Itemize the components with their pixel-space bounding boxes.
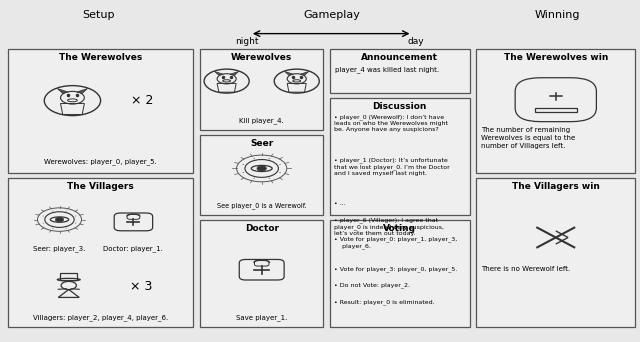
Circle shape [269, 178, 270, 179]
Text: Doctor: player_1.: Doctor: player_1. [104, 245, 163, 252]
Polygon shape [214, 71, 223, 75]
Text: The Villagers: The Villagers [67, 182, 134, 191]
Text: Kill player_4.: Kill player_4. [239, 117, 284, 124]
Bar [476, 178, 636, 327]
Text: Save player_1.: Save player_1. [236, 314, 287, 321]
Bar [8, 49, 193, 173]
Text: The Werewolves win: The Werewolves win [504, 53, 608, 62]
Text: • Do not Vote: player_2.: • Do not Vote: player_2. [334, 282, 410, 288]
Text: Announcement: Announcement [361, 53, 438, 62]
Bar [476, 49, 636, 173]
Text: × 2: × 2 [131, 94, 154, 107]
Text: The number of remaining
Werewolves is equal to the
number of Villagers left.: The number of remaining Werewolves is eq… [481, 127, 575, 149]
Text: See player_0 is a Werewolf.: See player_0 is a Werewolf. [217, 202, 307, 209]
Text: Discussion: Discussion [372, 102, 427, 111]
Text: Winning: Winning [534, 10, 580, 20]
Text: The Villagers win: The Villagers win [512, 182, 600, 191]
Polygon shape [285, 71, 293, 75]
Circle shape [243, 172, 244, 173]
Circle shape [279, 164, 281, 165]
Polygon shape [77, 89, 88, 93]
Circle shape [269, 158, 270, 159]
Text: Voting: Voting [383, 224, 416, 233]
Text: • player_1 (Doctor): It’s unfortunate
that we lost player_0. I’m the Doctor
and : • player_1 (Doctor): It’s unfortunate th… [334, 158, 450, 176]
Text: Villagers: player_2, player_4, player_6.: Villagers: player_2, player_4, player_6. [33, 314, 168, 321]
Text: day: day [407, 37, 424, 46]
Bar [330, 220, 470, 327]
Text: There is no Werewolf left.: There is no Werewolf left. [481, 266, 570, 272]
Text: Werewolves: player_0, player_5.: Werewolves: player_0, player_5. [44, 158, 157, 165]
Text: • Vote for player_0: player_1, player_3,
    player_6.: • Vote for player_0: player_1, player_3,… [334, 236, 457, 249]
Text: The Werewolves: The Werewolves [58, 53, 142, 62]
Text: Werewolves: Werewolves [231, 53, 292, 62]
Polygon shape [230, 71, 239, 75]
Bar [200, 220, 323, 327]
Circle shape [243, 164, 244, 165]
Circle shape [253, 178, 255, 179]
Bar [330, 98, 470, 215]
Circle shape [56, 218, 63, 222]
Bar [534, 108, 577, 112]
Text: Seer: player_3.: Seer: player_3. [33, 245, 86, 252]
Bar [200, 49, 323, 130]
Bar [8, 178, 193, 327]
Text: • ...: • ... [334, 201, 346, 206]
Polygon shape [57, 89, 68, 93]
Text: night: night [235, 37, 259, 46]
Polygon shape [300, 71, 309, 75]
Text: × 3: × 3 [130, 280, 152, 293]
Circle shape [257, 166, 266, 171]
Bar [200, 135, 323, 215]
Text: • player_0 (Werewolf): I don’t have
leads on who the Werewolves might
be. Anyone: • player_0 (Werewolf): I don’t have lead… [334, 114, 448, 132]
Text: Seer: Seer [250, 140, 273, 148]
Circle shape [279, 172, 281, 173]
Text: • Result: player_0 is eliminated.: • Result: player_0 is eliminated. [334, 299, 435, 305]
Text: Doctor: Doctor [244, 224, 278, 233]
Text: player_4 was killed last night.: player_4 was killed last night. [335, 66, 439, 73]
Bar [60, 273, 77, 280]
Text: • player_6 (Villager): I agree that
player_0 is indeed very suspicious,
let’s vo: • player_6 (Villager): I agree that play… [334, 218, 444, 236]
Text: • Vote for player_3: player_0, player_5.: • Vote for player_3: player_0, player_5. [334, 266, 457, 272]
Bar [330, 49, 470, 93]
Text: Gameplay: Gameplay [303, 10, 360, 20]
Text: Setup: Setup [82, 10, 115, 20]
Circle shape [253, 158, 255, 159]
